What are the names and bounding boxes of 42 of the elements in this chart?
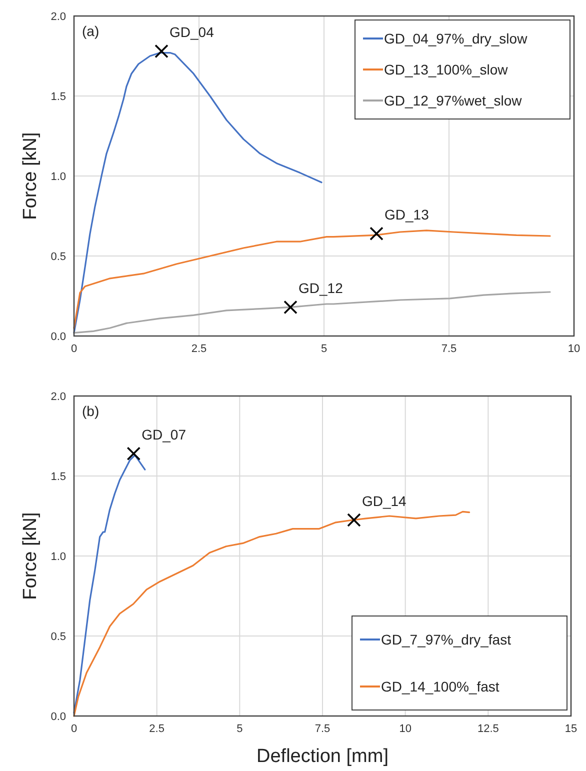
- x-tick-label: 7.5: [441, 343, 457, 355]
- x-tick-label: 5: [236, 723, 243, 735]
- annotation: GD_14: [362, 493, 407, 509]
- annotation: (b): [82, 403, 100, 419]
- legend-label: GD_14_100%_fast: [381, 678, 500, 694]
- x-axis-title: Deflection [mm]: [256, 746, 388, 767]
- legend-label: GD_7_97%_dry_fast: [381, 632, 512, 648]
- annotation: (a): [82, 23, 100, 39]
- x-tick-label: 10: [399, 723, 412, 735]
- point: [284, 300, 298, 314]
- annotation: GD_07: [142, 426, 186, 443]
- x-tick-label: 5: [320, 343, 328, 355]
- y-tick-label: 0.5: [50, 631, 66, 643]
- y-axis-title: Force [kN]: [20, 132, 41, 220]
- x-tick-label: 7.5: [314, 723, 330, 735]
- annotation: GD_04: [170, 24, 214, 40]
- legend-label: GD_13_100%_slow: [384, 62, 509, 78]
- annotation: GD_12: [298, 280, 344, 296]
- legend-label: GD_04_97%_dry_slow: [384, 30, 528, 46]
- x-tick-label: 2.5: [149, 723, 164, 735]
- x-tick-label: 0: [70, 343, 78, 355]
- line-series: [73, 454, 146, 714]
- y-tick-label: 1.5: [50, 91, 66, 103]
- y-tick-label: 0.0: [50, 331, 66, 343]
- line-series: [73, 230, 551, 329]
- x-tick-label: 2.5: [191, 343, 207, 355]
- legend-label: GD_12_97%wet_slow: [384, 92, 523, 108]
- y-tick-label: 2.0: [50, 11, 66, 23]
- x-tick-label: 15: [564, 723, 578, 735]
- x-tick-label: 10: [568, 343, 580, 355]
- y-axis-title: Force [kN]: [20, 512, 41, 600]
- point: [370, 226, 384, 240]
- y-tick-label: 0.0: [50, 711, 66, 723]
- y-tick-label: 1.0: [50, 171, 66, 183]
- x-tick-label: 0: [70, 723, 78, 735]
- x-tick-label: 12.5: [477, 723, 499, 735]
- annotation: GD_13: [384, 206, 430, 223]
- y-tick-label: 0.5: [50, 251, 66, 263]
- y-tick-label: 1.0: [50, 551, 66, 563]
- y-tick-label: 1.5: [50, 471, 66, 483]
- point: [154, 44, 168, 58]
- y-tick-label: 2.0: [50, 391, 66, 403]
